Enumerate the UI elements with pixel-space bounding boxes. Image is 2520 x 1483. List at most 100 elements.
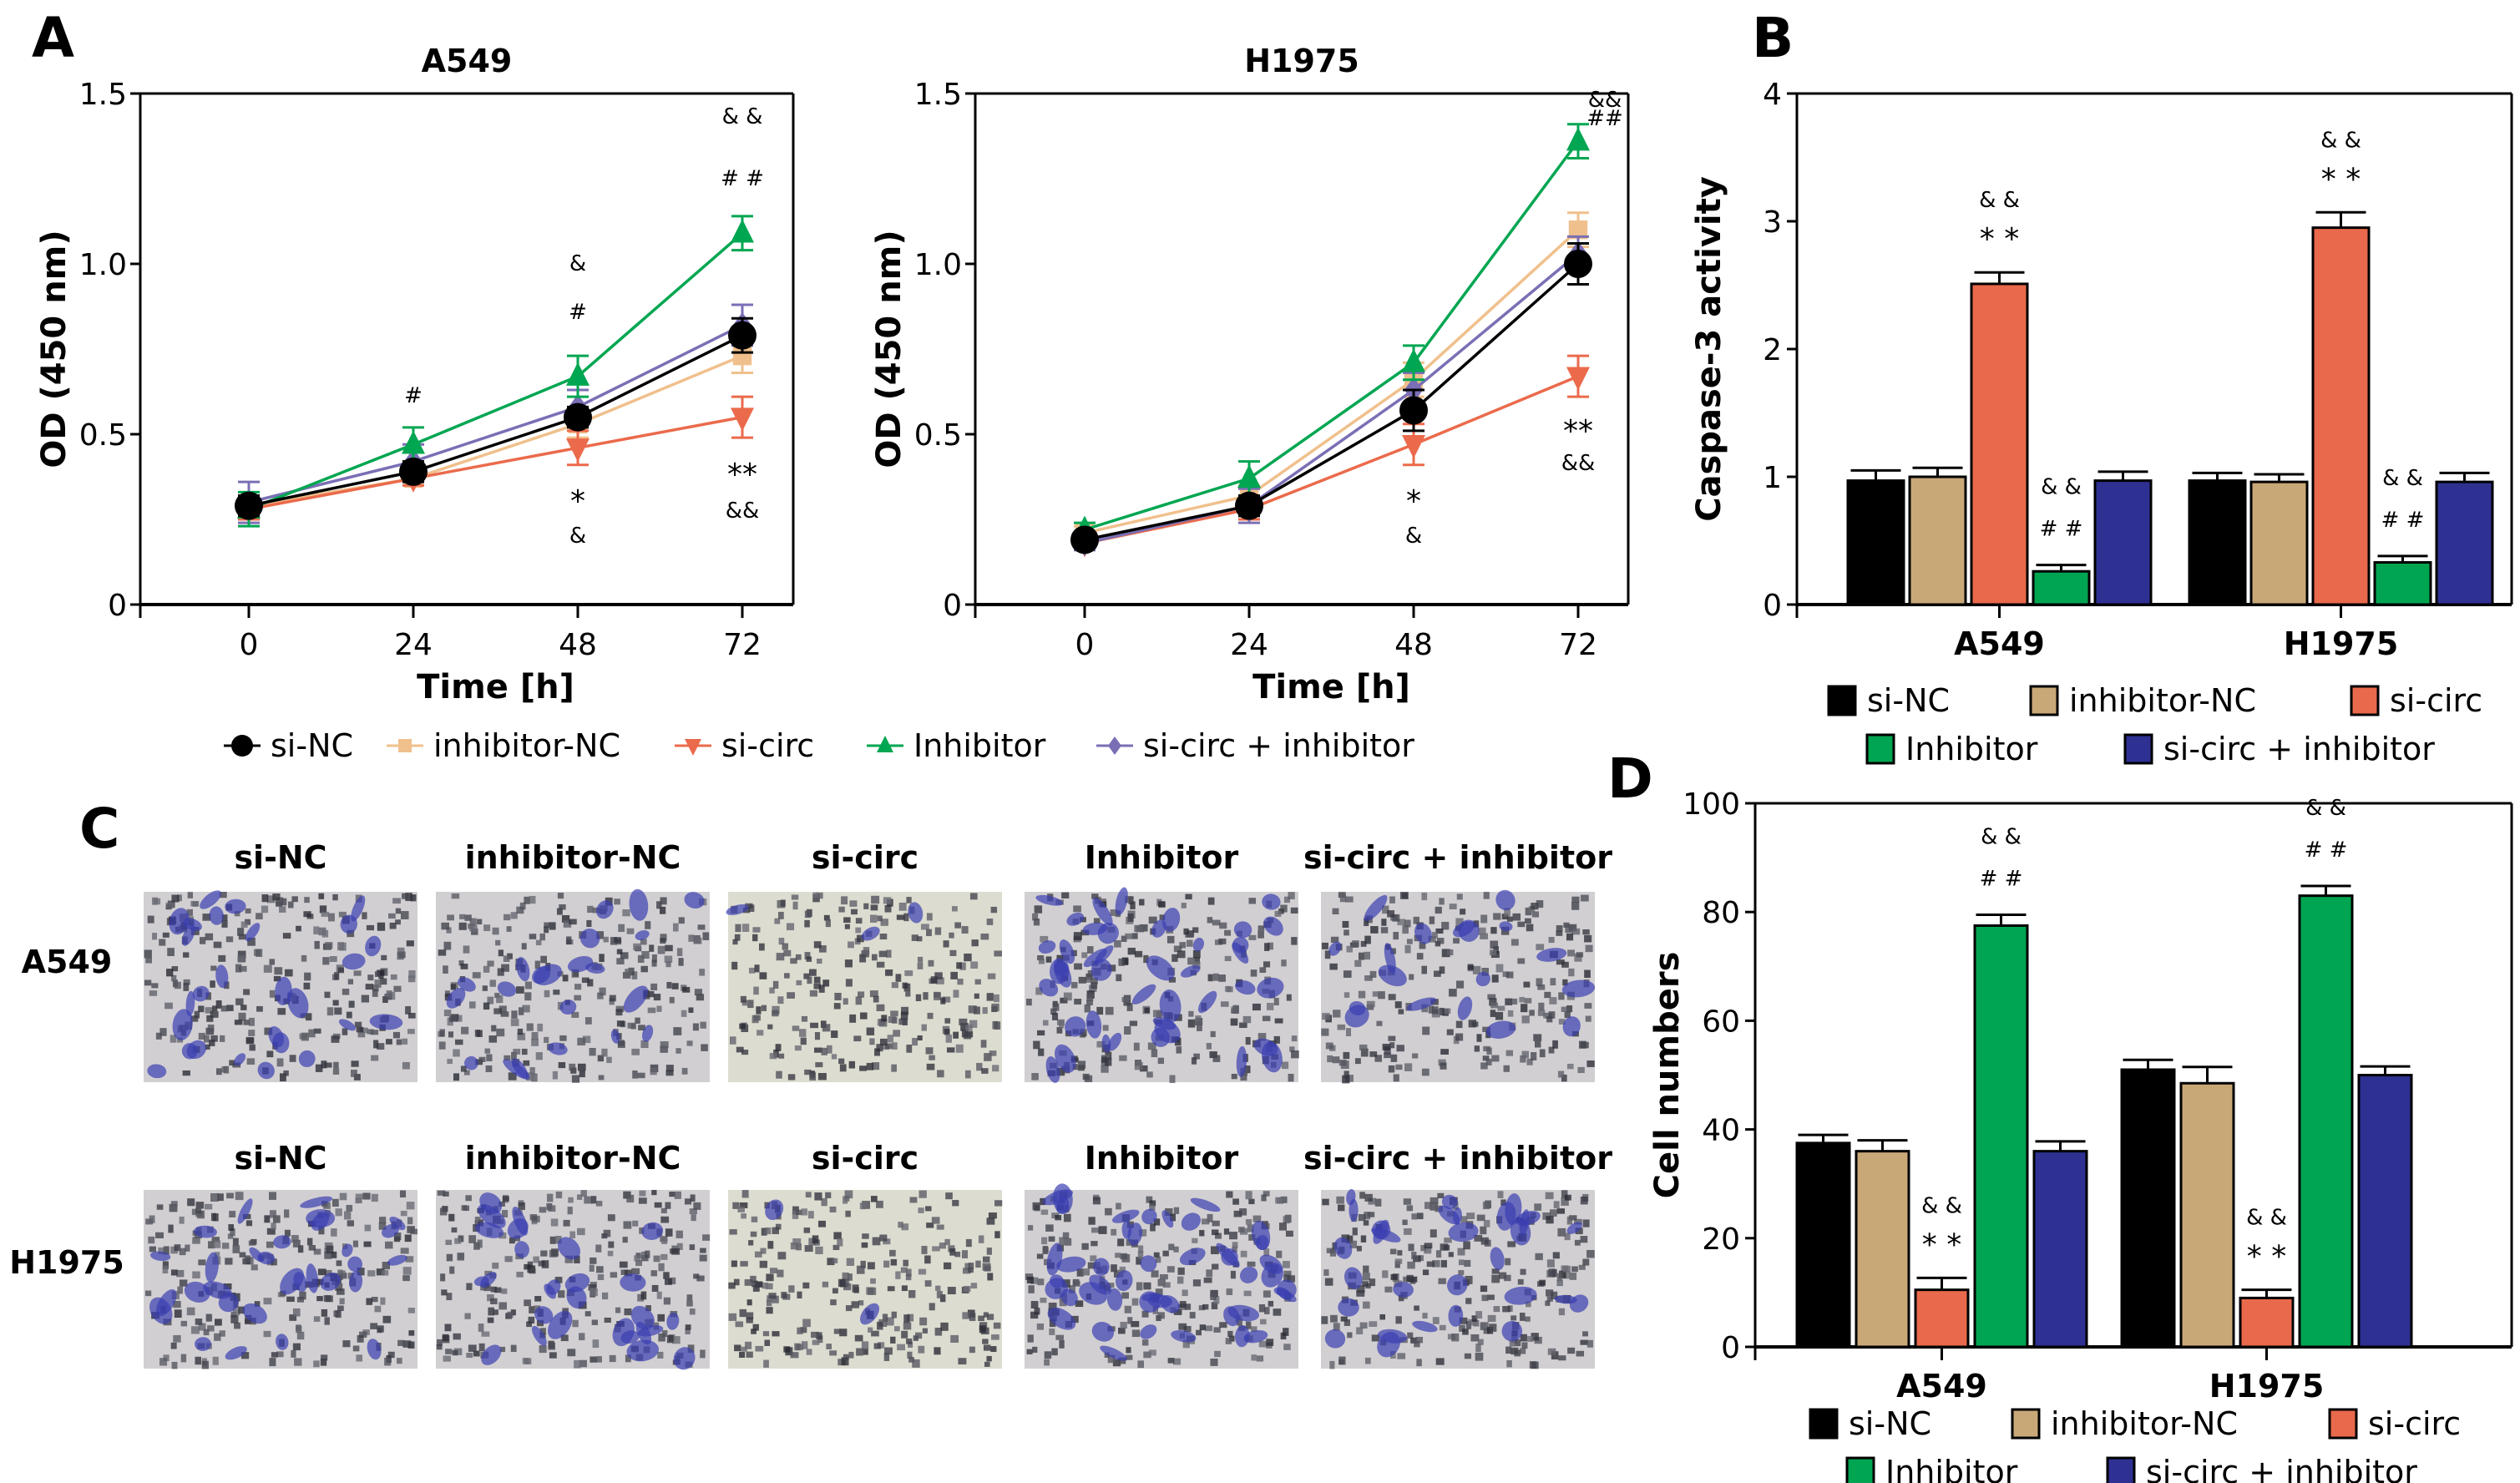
micrograph-dot [1074,999,1082,1005]
micrograph-dot [872,1062,880,1070]
micrograph-dot [1358,990,1366,999]
micrograph-dot [792,1206,799,1215]
significance-mark: & & [2382,466,2423,491]
micrograph-dot [1084,1075,1093,1082]
micrograph-dot [1372,991,1379,997]
micrograph-dot [1586,1060,1595,1067]
micrograph-dot [526,1023,534,1031]
micrograph-dot [622,909,630,917]
micrograph-dot [1219,1322,1227,1329]
micrograph-dot [1580,1236,1588,1243]
micrograph-dot [1561,1190,1568,1198]
micrograph-dot [212,1356,219,1365]
marker-circle [1564,250,1592,278]
micrograph-dot [826,1344,832,1349]
micrograph-dot [192,901,198,907]
legend-item: Inhibitor [867,727,1046,764]
micrograph-dot [408,1330,415,1336]
micrograph-dot [213,941,222,949]
stained-cell [1256,1235,1269,1251]
micrograph-dot [739,1308,747,1318]
micrograph-dot [343,1211,352,1220]
micrograph-dot [234,1020,243,1025]
micrograph-dot [1040,1298,1047,1303]
micrograph-dot [1321,1028,1329,1036]
micrograph-dot [954,922,962,929]
micrograph-dot [170,1246,178,1254]
micrograph-dot [829,1350,837,1356]
micrograph-dot [1352,1227,1358,1236]
micrograph-dot [929,1055,935,1060]
micrograph-dot [877,1321,883,1330]
micrograph-dot [464,1313,471,1319]
micrograph-dot [1569,1273,1577,1280]
micrograph-dot [1126,1347,1131,1354]
micrograph-dot [1207,1213,1213,1222]
micrograph-dot [366,1298,373,1305]
micrograph-dot [474,1217,481,1222]
micrograph-dot [445,1239,453,1245]
micrograph-dot [1545,1300,1551,1306]
micrograph-dot [1337,1024,1346,1030]
micrograph-dot [766,1273,774,1282]
stained-cell [531,1325,547,1346]
micrograph-dot [1370,926,1379,934]
micrograph-dot [954,1251,961,1258]
micrograph-dot [445,1349,453,1354]
micrograph-dot [163,1246,170,1255]
micrograph-dot [740,1261,748,1267]
micrograph-dot [1378,991,1385,1000]
micrograph-dot [1258,1303,1266,1313]
micrograph-dot [590,1288,598,1297]
bar-si-circ [1970,282,2029,606]
micrograph-dot [1371,1334,1380,1342]
micrograph-dot [1104,1352,1110,1359]
micrograph-dot [1192,927,1199,934]
stained-cell [1066,912,1085,926]
micrograph-dot [746,1317,753,1324]
micrograph-dot [1480,1226,1487,1235]
stained-cell [684,892,705,909]
micrograph-dot [1178,1323,1187,1330]
stained-cell [1561,979,1596,998]
micrograph-dot [338,911,347,918]
micrograph-dot [1374,1198,1382,1207]
micrograph-dot [681,1010,687,1017]
micrograph-dot [1291,937,1298,945]
micrograph-dot [669,996,675,1004]
micrograph-dot [1523,981,1531,988]
micrograph-image [726,892,1002,1082]
micrograph-dot [239,1252,246,1258]
stained-cell [242,1303,267,1324]
micrograph-dot [1525,907,1532,916]
micrograph-dot [787,992,795,999]
significance-mark: * [570,484,585,519]
micrograph-dot [689,1208,697,1215]
micrograph-dot [576,1227,585,1236]
micrograph-dot [673,1027,682,1035]
micrograph-dot [1210,1293,1217,1300]
micrograph-dot [1451,1333,1460,1342]
series-inhibitor-nc [1074,211,1589,543]
micrograph-dot [466,1283,473,1290]
stained-cell [1414,923,1432,944]
bar-group-h1975 [2188,210,2494,606]
micrograph-dot [988,1212,997,1219]
micrograph-dot [674,1191,681,1199]
micrograph-dot [440,1273,446,1282]
micrograph-dot [182,1070,190,1076]
micrograph-dot [1586,1339,1593,1348]
micrograph-dot [235,964,242,973]
micrograph-dot [633,943,641,951]
micrograph-dot [1117,1238,1125,1247]
stained-cell [340,914,358,934]
micrograph-dot [324,991,331,999]
micrograph-dot [1439,1007,1445,1015]
micrograph-dot [757,1030,764,1036]
micrograph-image [1025,1183,1298,1369]
micrograph-dot [1585,944,1593,953]
micrograph-dot [790,1242,798,1250]
micrograph-dot [665,1070,674,1076]
micrograph-dot [794,1343,801,1351]
